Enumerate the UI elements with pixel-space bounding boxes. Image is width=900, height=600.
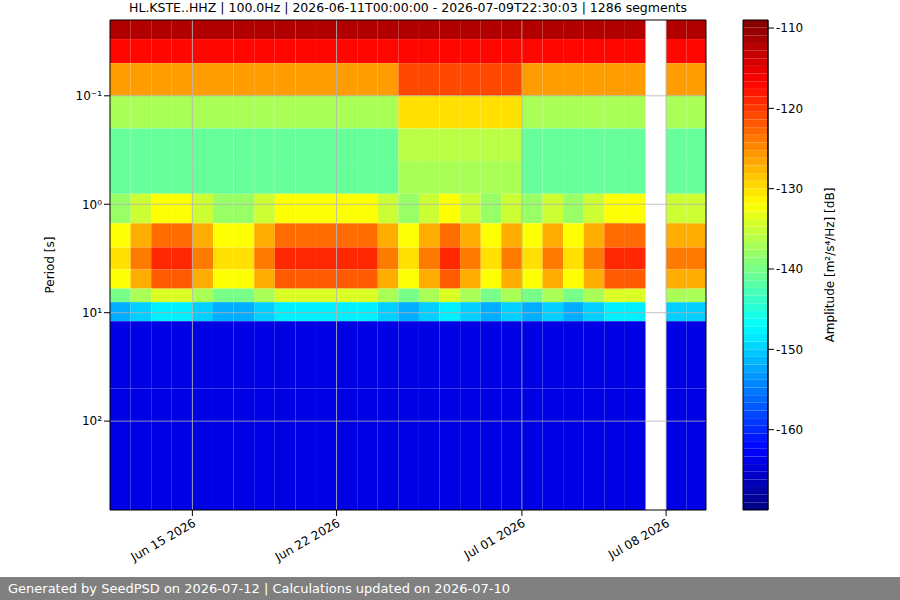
svg-text:-140: -140 (776, 262, 803, 276)
svg-text:10⁻¹: 10⁻¹ (76, 89, 103, 103)
svg-text:10¹: 10¹ (82, 306, 102, 320)
svg-text:Jun 22 2026: Jun 22 2026 (272, 516, 342, 565)
svg-text:-150: -150 (776, 343, 803, 357)
svg-text:10⁰: 10⁰ (82, 198, 102, 212)
svg-text:Amplitude [m²/s⁴/Hz] [dB]: Amplitude [m²/s⁴/Hz] [dB] (823, 188, 837, 343)
svg-text:Period [s]: Period [s] (43, 237, 57, 294)
html-text:Generated by SeedPSD on 2026-0: Generated by SeedPSD on 2026-07-12 | Cal… (8, 581, 510, 596)
svg-text:Jun 15 2026: Jun 15 2026 (128, 516, 198, 565)
svg-text:-120: -120 (776, 102, 803, 116)
svg-text:10²: 10² (82, 414, 102, 428)
svg-text:-110: -110 (776, 21, 803, 35)
html-text:HL.KSTE..HHZ | 100.0Hz | 2026-: HL.KSTE..HHZ | 100.0Hz | 2026-06-11T00:0… (129, 0, 687, 15)
svg-text:-130: -130 (776, 182, 803, 196)
svg-text:Jul 01 2026: Jul 01 2026 (461, 516, 528, 563)
svg-text:Jul 08 2026: Jul 08 2026 (605, 516, 672, 563)
svg-text:-160: -160 (776, 423, 803, 437)
